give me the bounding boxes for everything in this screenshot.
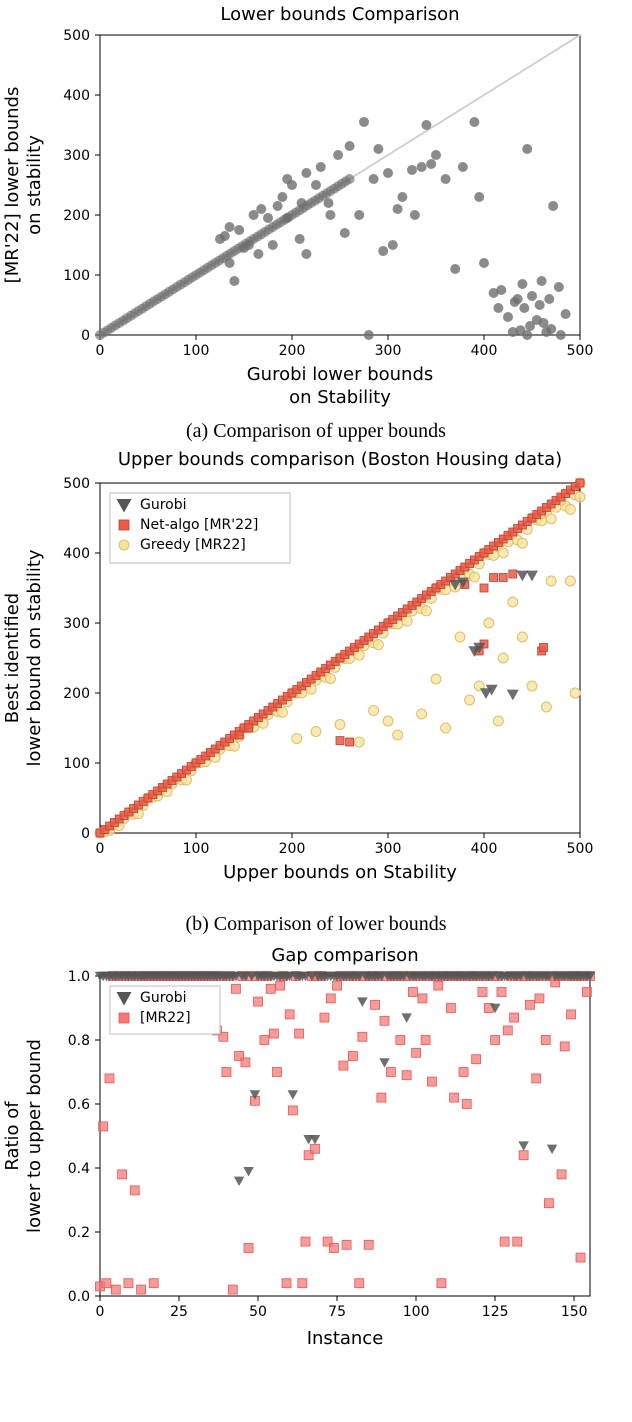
svg-text:Gurobi: Gurobi: [140, 990, 187, 1006]
svg-text:[MR22]: [MR22]: [140, 1010, 191, 1026]
svg-text:1.0: 1.0: [68, 969, 90, 985]
svg-text:200: 200: [279, 343, 306, 359]
svg-text:[MR'22] lower boundson stabili: [MR'22] lower boundson stability: [2, 87, 45, 284]
svg-text:500: 500: [567, 343, 594, 359]
svg-text:on Stability: on Stability: [289, 387, 391, 408]
svg-text:0: 0: [81, 328, 90, 344]
svg-text:400: 400: [471, 841, 498, 857]
svg-text:Instance: Instance: [307, 1328, 384, 1349]
svg-text:0: 0: [96, 1304, 105, 1320]
svg-text:500: 500: [63, 476, 90, 492]
svg-text:75: 75: [328, 1304, 346, 1320]
svg-text:Gap comparison: Gap comparison: [271, 945, 418, 966]
svg-text:Gurobi: Gurobi: [140, 497, 187, 513]
svg-text:0.8: 0.8: [68, 1033, 90, 1049]
svg-text:Best identifiedlower bound on: Best identifiedlower bound on stability: [2, 549, 45, 766]
svg-text:100: 100: [63, 756, 90, 772]
svg-text:200: 200: [63, 686, 90, 702]
svg-text:400: 400: [63, 546, 90, 562]
svg-text:0: 0: [81, 826, 90, 842]
svg-text:25: 25: [170, 1304, 188, 1320]
chart-b: Upper bounds comparison (Boston Housing …: [0, 443, 632, 913]
svg-text:125: 125: [482, 1304, 509, 1320]
svg-text:0.4: 0.4: [68, 1161, 90, 1177]
svg-text:300: 300: [63, 148, 90, 164]
svg-text:150: 150: [561, 1304, 588, 1320]
svg-text:100: 100: [63, 268, 90, 284]
svg-text:100: 100: [183, 343, 210, 359]
svg-text:Gurobi lower bounds: Gurobi lower bounds: [247, 364, 434, 385]
caption-a: (a) Comparison of upper bounds: [0, 420, 632, 443]
svg-text:Upper bounds on Stability: Upper bounds on Stability: [223, 862, 457, 883]
chart-c: Gap comparison 0 25 50 75 100 125 150 0.0 0.2 0.4 0…: [0, 936, 632, 1376]
svg-text:300: 300: [63, 616, 90, 632]
figure-column: { "panel_a": { "type": "scatter", "title…: [0, 0, 632, 1376]
panel-c: Gap comparison 0 25 50 75 100 125 150 0.0 0.2 0.4 0…: [0, 936, 632, 1376]
svg-text:Net-algo [MR'22]: Net-algo [MR'22]: [140, 517, 258, 533]
svg-text:Ratio oflower to upper bound: Ratio oflower to upper bound: [2, 1039, 45, 1233]
svg-text:200: 200: [279, 841, 306, 857]
svg-text:0.0: 0.0: [68, 1289, 90, 1305]
svg-text:0.6: 0.6: [68, 1097, 90, 1113]
panel-b: Upper bounds comparison (Boston Housing …: [0, 443, 632, 913]
svg-text:Greedy [MR22]: Greedy [MR22]: [140, 537, 246, 553]
svg-text:400: 400: [63, 88, 90, 104]
svg-text:Lower bounds Comparison: Lower bounds Comparison: [220, 4, 459, 25]
svg-text:300: 300: [375, 343, 402, 359]
caption-b: (b) Comparison of lower bounds: [0, 913, 632, 936]
svg-text:200: 200: [63, 208, 90, 224]
svg-text:0.2: 0.2: [68, 1225, 90, 1241]
svg-text:Upper bounds comparison (Bosto: Upper bounds comparison (Boston Housing …: [118, 449, 562, 470]
svg-text:500: 500: [567, 841, 594, 857]
svg-text:400: 400: [471, 343, 498, 359]
panel-a: Lower bounds Comparison 0 100 200 300 400 500 0…: [0, 0, 632, 420]
svg-text:300: 300: [375, 841, 402, 857]
svg-text:0: 0: [96, 343, 105, 359]
svg-text:500: 500: [63, 28, 90, 44]
chart-a: Lower bounds Comparison 0 100 200 300 400 500 0…: [0, 0, 632, 420]
svg-text:50: 50: [249, 1304, 267, 1320]
svg-text:0: 0: [96, 841, 105, 857]
svg-text:100: 100: [403, 1304, 430, 1320]
svg-text:100: 100: [183, 841, 210, 857]
